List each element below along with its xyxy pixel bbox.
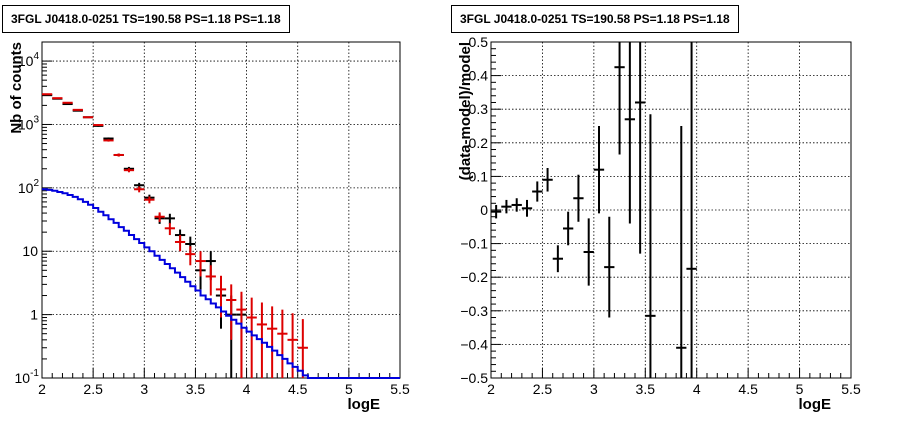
counts-x-tick-label: 4 [243, 381, 251, 397]
counts-model-step-line [42, 188, 400, 379]
residuals-residuals-point [614, 42, 625, 155]
counts-model-point [134, 186, 145, 193]
counts-model-point [246, 297, 257, 378]
residuals-y-tick-label: −0.2 [460, 269, 488, 285]
residuals-residuals-point [645, 114, 656, 378]
counts-x-tick-label: 3.5 [186, 381, 206, 397]
counts-model-point [195, 251, 206, 277]
residuals-x-tick-label: 2 [487, 381, 495, 397]
counts-model-point [185, 246, 196, 266]
residuals-y-tick-label: 0.2 [469, 135, 489, 151]
residuals-residuals-point [604, 216, 615, 318]
counts-model-point [154, 212, 165, 222]
counts-model-point [103, 139, 114, 142]
counts-model-point [144, 196, 155, 204]
counts-model-point [62, 101, 73, 104]
residuals-residuals-point [542, 168, 553, 192]
residuals-x-tick-label: 5 [796, 381, 804, 397]
residuals-residuals-point [593, 126, 605, 214]
counts-model-point [113, 153, 124, 157]
residuals-residuals-point [501, 199, 512, 214]
counts-y-tick-label: 1 [30, 307, 38, 323]
counts-model-point [164, 222, 175, 236]
residuals-y-tick-label: 0.3 [469, 101, 489, 117]
counts-y-tick-label: 10 [22, 243, 38, 259]
residuals-y-tick-label: −0.5 [460, 370, 488, 386]
counts-x-tick-label: 4.5 [288, 381, 308, 397]
residuals-residuals-point [521, 199, 533, 217]
residuals-residuals-point [635, 42, 646, 254]
counts-plot-frame [41, 41, 401, 379]
residuals-x-tick-label: 3.5 [636, 381, 656, 397]
residuals-y-axis-label: (data-model)/model [457, 42, 474, 180]
counts-model-point [72, 108, 83, 111]
residuals-residuals-point [511, 198, 522, 212]
residuals-x-tick-label: 5.5 [841, 381, 861, 397]
counts-x-tick-label: 5 [345, 381, 353, 397]
counts-model-point [297, 319, 308, 378]
counts-x-tick-label: 5.5 [390, 381, 410, 397]
counts-model-point [52, 97, 63, 100]
counts-model-point [205, 265, 216, 296]
residuals-residuals-point [491, 204, 502, 219]
counts-x-tick-label: 2 [38, 381, 46, 397]
counts-model-point [123, 168, 135, 173]
residuals-residuals-point [573, 174, 584, 222]
residuals-residuals-point [532, 181, 543, 202]
counts-y-tick-label: 102 [18, 178, 40, 196]
counts-y-tick-label: 10-1 [15, 368, 40, 386]
left-chart-title: 3FGL J0418.0-0251 TS=190.58 PS=1.18 PS=1… [2, 5, 290, 33]
residuals-residuals-point [686, 42, 697, 378]
residuals-x-tick-label: 4 [693, 381, 701, 397]
counts-y-axis-label: Nb of counts [8, 42, 25, 134]
residuals-y-tick-label: −0.4 [460, 336, 488, 352]
residuals-y-tick-label: 0 [480, 202, 488, 218]
residuals-x-tick-label: 3 [590, 381, 598, 397]
counts-model-point [93, 124, 104, 127]
counts-model-point [236, 291, 247, 378]
counts-x-axis-label: logE [348, 396, 381, 413]
counts-y-tick-label: 103 [18, 114, 40, 132]
residuals-x-tick-label: 2.5 [533, 381, 553, 397]
residuals-x-tick-label: 4.5 [738, 381, 758, 397]
residuals-y-tick-label: 0.5 [469, 34, 489, 50]
residuals-y-tick-label: 0.1 [469, 168, 489, 184]
residuals-residuals-point [583, 218, 594, 286]
residuals-residuals-point [676, 126, 687, 378]
residuals-y-tick-label: 0.4 [469, 68, 489, 84]
counts-x-tick-label: 2.5 [83, 381, 103, 397]
counts-y-tick-label: 104 [18, 51, 40, 69]
residuals-y-tick-label: −0.1 [460, 236, 488, 252]
residuals-residuals-point [552, 245, 563, 273]
residuals-residuals-point [624, 42, 635, 224]
counts-model-point [42, 93, 53, 96]
counts-model-point [267, 306, 278, 378]
counts-data-point [164, 213, 175, 224]
counts-model-point [277, 309, 288, 378]
counts-model-point [287, 313, 298, 378]
counts-chart: 2 2.5 3 3.5 4 4.5 5 5.5 10-1 1 10 102 103 104 logE Nb o… [8, 41, 410, 413]
counts-model-point [82, 116, 94, 119]
residuals-residuals-point [563, 211, 574, 246]
counts-x-tick-label: 3 [140, 381, 148, 397]
counts-model-point [226, 284, 237, 340]
right-chart-title: 3FGL J0418.0-0251 TS=190.58 PS=1.18 PS=1… [451, 5, 739, 33]
residuals-x-axis-label: logE [799, 396, 832, 413]
counts-model-point [174, 235, 186, 252]
residuals-chart: 2 2.5 3 3.5 4 4.5 5 5.5 −0.5 −0.4 −0.3 −0.2 −0.1 0 0.1… [457, 34, 861, 413]
residuals-y-tick-label: −0.3 [460, 303, 488, 319]
